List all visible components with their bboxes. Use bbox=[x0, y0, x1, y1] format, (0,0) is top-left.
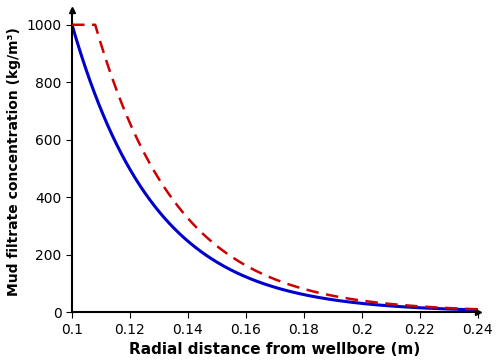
X-axis label: Radial distance from wellbore (m): Radial distance from wellbore (m) bbox=[130, 342, 420, 357]
Y-axis label: Mud filtrate concentration (kg/m³): Mud filtrate concentration (kg/m³) bbox=[7, 27, 21, 296]
